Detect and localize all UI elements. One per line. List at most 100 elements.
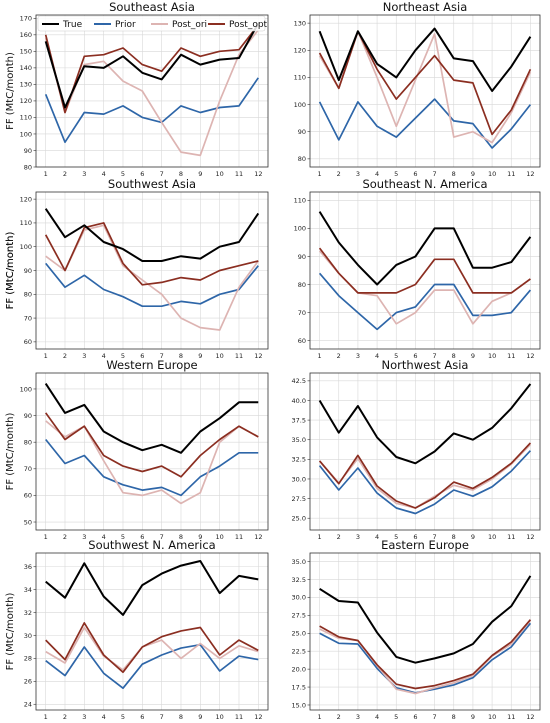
series-line-true (45, 560, 259, 616)
series-line-true (44, 22, 260, 109)
chart-panel-2: 1 2 3 4 5 6 7 8 9 10 11 128090100110120130Northeast… (294, 0, 541, 178)
y-axis-label: FF (MtC/month) (5, 412, 16, 490)
x-tick-label: 6 (413, 352, 417, 360)
y-tick-label: 35.0 (292, 558, 306, 566)
series-line-post-ori (45, 626, 259, 671)
y-tick-label: 50 (24, 518, 32, 526)
y-tick-label: 90 (298, 128, 306, 136)
x-tick-label: 2 (63, 352, 67, 360)
x-tick-label: 8 (452, 533, 456, 541)
plot-frame (35, 372, 269, 531)
y-tick-label: 25.0 (292, 630, 306, 638)
x-tick-label: 11 (507, 713, 515, 721)
x-tick-label: 4 (375, 170, 379, 178)
x-tick-label: 3 (82, 352, 86, 360)
legend-label: Post_ori (172, 20, 207, 30)
x-tick-label: 1 (318, 533, 322, 541)
x-tick-label: 2 (337, 352, 341, 360)
y-tick-label: 28 (24, 655, 32, 663)
y-tick-label: 130 (294, 19, 306, 27)
y-tick-label: 32 (24, 609, 32, 617)
y-tick-label: 90 (24, 412, 32, 420)
x-tick-label: 9 (198, 713, 202, 721)
y-tick-label: 80 (298, 281, 306, 289)
x-tick-label: 12 (526, 170, 534, 178)
x-tick-label: 10 (216, 352, 224, 360)
y-tick-label: 60 (298, 337, 306, 345)
series-line-true (319, 575, 532, 664)
series-line-post-opt (318, 442, 532, 509)
y-tick-label: 37.5 (292, 416, 306, 424)
y-tick-label: 90 (24, 147, 32, 155)
y-tick-label: 90 (298, 253, 306, 261)
y-tick-label: 40.0 (292, 397, 306, 405)
x-tick-label: 11 (235, 533, 243, 541)
y-tick-label: 80 (24, 291, 32, 299)
y-tick-label: 100 (20, 243, 32, 251)
x-tick-label: 4 (102, 352, 106, 360)
x-tick-label: 11 (235, 352, 243, 360)
y-tick-label: 25.0 (292, 515, 306, 523)
x-tick-label: 1 (318, 170, 322, 178)
y-tick-label: 15.0 (292, 701, 306, 709)
series-line-post-ori (44, 29, 259, 157)
x-tick-label: 12 (254, 713, 262, 721)
x-tick-label: 4 (102, 533, 106, 541)
series-line-post-opt (45, 622, 259, 674)
x-tick-label: 1 (44, 713, 48, 721)
y-tick-label: 60 (24, 492, 32, 500)
y-tick-label: 34 (24, 586, 32, 594)
x-tick-label: 10 (216, 533, 224, 541)
plot-frame (309, 14, 541, 168)
x-tick-label: 9 (198, 170, 202, 178)
chart-panel-3: 1 2 3 4 5 6 7 8 9 10 11 1260708090100110120Southwes… (5, 177, 269, 360)
x-tick-label: 6 (413, 713, 417, 721)
legend-label: True (62, 20, 83, 30)
y-tick-label: 140 (20, 64, 32, 72)
y-tick-label: 120 (20, 195, 32, 203)
x-tick-label: 11 (507, 352, 515, 360)
x-tick-label: 7 (433, 533, 437, 541)
x-tick-label: 7 (160, 713, 164, 721)
x-tick-label: 8 (179, 170, 183, 178)
x-tick-label: 9 (471, 713, 475, 721)
x-tick-label: 8 (179, 533, 183, 541)
y-tick-label: 26 (24, 678, 32, 686)
x-tick-label: 8 (179, 352, 183, 360)
series-line-post-opt (44, 24, 259, 114)
y-tick-label: 27.5 (292, 612, 306, 620)
x-tick-label: 3 (356, 533, 360, 541)
x-tick-label: 9 (198, 533, 202, 541)
x-tick-label: 7 (160, 533, 164, 541)
x-tick-label: 5 (394, 713, 398, 721)
x-tick-label: 8 (452, 352, 456, 360)
x-tick-label: 12 (254, 533, 262, 541)
x-tick-label: 4 (375, 713, 379, 721)
y-axis-label: FF (MtC/month) (5, 52, 16, 130)
x-tick-label: 2 (63, 533, 67, 541)
x-tick-label: 6 (413, 170, 417, 178)
y-tick-label: 24 (24, 701, 32, 709)
y-tick-label: 42.5 (292, 377, 306, 385)
x-tick-label: 3 (82, 170, 86, 178)
panel-title: Northeast Asia (383, 0, 468, 14)
x-tick-label: 10 (488, 170, 496, 178)
y-tick-label: 100 (294, 225, 306, 233)
legend: True Prior Post_ori Post_opt (37, 15, 268, 32)
x-tick-label: 10 (488, 713, 496, 721)
series-line-prior (318, 272, 532, 331)
series-line-post-opt (45, 412, 259, 478)
series-line-prior (318, 450, 532, 515)
x-tick-label: 2 (337, 533, 341, 541)
x-tick-label: 4 (102, 170, 106, 178)
x-tick-label: 9 (198, 352, 202, 360)
series-line-prior (319, 622, 532, 694)
series-line-prior (45, 643, 259, 690)
x-tick-label: 7 (160, 352, 164, 360)
x-tick-label: 8 (179, 713, 183, 721)
y-tick-label: 170 (20, 15, 32, 23)
x-tick-label: 7 (433, 713, 437, 721)
